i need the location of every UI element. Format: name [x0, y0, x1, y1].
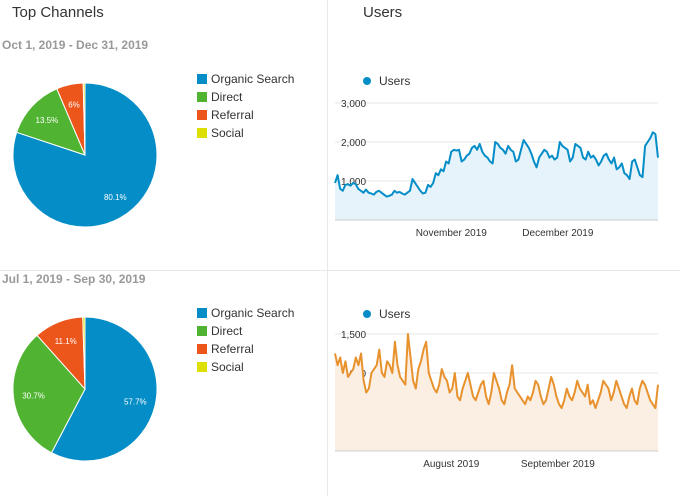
pie-label-referral: 11.1% — [55, 337, 77, 346]
pie-slice-social — [82, 316, 86, 390]
pie-slice-direct — [12, 334, 86, 454]
legend-label: Social — [211, 360, 244, 374]
legend-item-referral[interactable]: Referral — [197, 106, 294, 124]
area-fill — [335, 334, 658, 451]
y-tick-label: 2,000 — [341, 138, 366, 149]
date-range-q4: Oct 1, 2019 - Dec 31, 2019 — [2, 38, 149, 52]
pie-slice-direct — [16, 88, 86, 156]
users-title: Users — [363, 4, 403, 21]
organic-search-swatch — [197, 74, 207, 84]
pie-chart-q4: 80.1% 13.5% 6% — [12, 82, 158, 228]
pie-label-direct: 30.7% — [22, 391, 45, 400]
date-range-q3: Jul 1, 2019 - Sep 30, 2019 — [2, 272, 146, 286]
x-tick-label: December 2019 — [522, 228, 594, 239]
legend-label: Social — [211, 126, 244, 140]
direct-swatch — [197, 326, 207, 336]
users-dot-icon — [363, 77, 371, 85]
pie-slice-social — [82, 82, 86, 156]
legend-label: Referral — [211, 108, 254, 122]
users-series-line — [334, 333, 659, 410]
legend-label: Organic Search — [211, 306, 295, 320]
area-fill — [335, 132, 658, 220]
social-swatch — [197, 362, 207, 372]
pie-label-organic-search: 80.1% — [104, 193, 127, 202]
legend-label: Direct — [211, 90, 243, 104]
legend-q3: Organic Search Direct Referral Social — [197, 304, 294, 376]
direct-swatch — [197, 92, 207, 102]
legend-item-social[interactable]: Social — [197, 358, 294, 376]
referral-swatch — [197, 344, 207, 354]
x-tick-label: September 2019 — [521, 459, 595, 470]
top-channels-title: Top Channels — [12, 4, 104, 21]
legend-item-referral[interactable]: Referral — [197, 340, 294, 358]
pie-label-organic-search: 57.7% — [124, 397, 147, 406]
users-dot-icon — [363, 310, 371, 318]
legend-item-organic-search[interactable]: Organic Search — [197, 304, 294, 322]
organic-search-swatch — [197, 308, 207, 318]
legend-label: Referral — [211, 342, 254, 356]
legend-label: Direct — [211, 324, 243, 338]
vertical-divider — [327, 0, 328, 496]
legend-q4: Organic Search Direct Referral Social — [197, 70, 294, 142]
pie-chart-q3: 57.7% 30.7% 11.1% — [12, 316, 158, 462]
users-legend-label: Users — [379, 74, 411, 88]
legend-item-social[interactable]: Social — [197, 124, 294, 142]
pie-label-direct: 13.5% — [36, 116, 59, 125]
pie-slice-organic-search — [50, 316, 158, 462]
users-legend-label: Users — [379, 307, 411, 321]
legend-item-direct[interactable]: Direct — [197, 88, 294, 106]
legend-label: Organic Search — [211, 72, 295, 86]
y-tick-label: 3,000 — [341, 99, 366, 110]
y-tick-label: 1,500 — [341, 330, 366, 341]
pie-label-referral: 6% — [68, 100, 80, 109]
social-swatch — [197, 128, 207, 138]
legend-item-organic-search[interactable]: Organic Search — [197, 70, 294, 88]
users-legend-q4[interactable]: Users — [363, 74, 410, 88]
x-tick-label: November 2019 — [416, 228, 488, 239]
horizontal-divider — [0, 270, 680, 271]
legend-item-direct[interactable]: Direct — [197, 322, 294, 340]
referral-swatch — [197, 110, 207, 120]
x-tick-label: August 2019 — [423, 459, 480, 470]
users-legend-q3[interactable]: Users — [363, 307, 410, 321]
users-series-line — [334, 131, 659, 198]
